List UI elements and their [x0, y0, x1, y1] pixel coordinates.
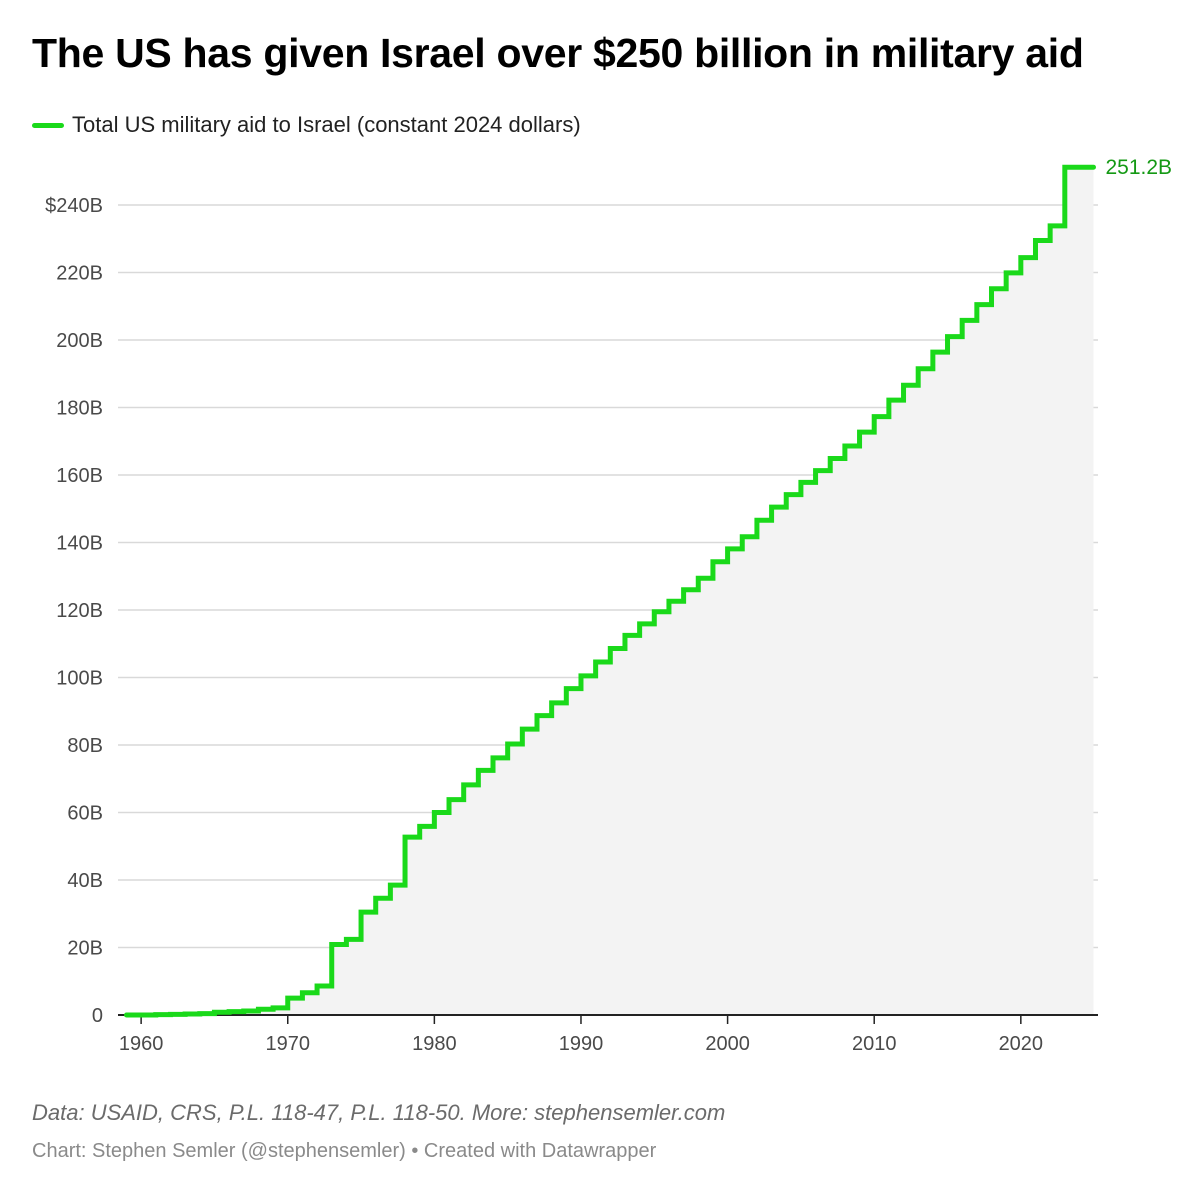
- y-tick-label: 80B: [67, 735, 103, 757]
- y-tick-label: 180B: [56, 398, 103, 420]
- y-tick-label: 0: [92, 1005, 103, 1027]
- y-tick-label: 120B: [56, 600, 103, 622]
- y-tick-label: 160B: [56, 465, 103, 487]
- chart-title: The US has given Israel over $250 billio…: [32, 30, 1084, 76]
- y-tick-label: 220B: [56, 263, 103, 285]
- y-axis-tick-labels: 0 20B 40B 60B 80B 100B 120B 140B 160B 180B 200B 220…: [45, 195, 103, 1027]
- y-tick-label: 100B: [56, 668, 103, 690]
- byline: Chart: Stephen Semler (@stephensemler) •…: [32, 1140, 657, 1162]
- y-tick-label: 200B: [56, 330, 103, 352]
- y-tick-label: 20B: [67, 938, 103, 960]
- end-value-label: 251.2B: [1105, 156, 1172, 179]
- y-tick-label: $240B: [45, 195, 103, 217]
- x-tick-label: 2000: [705, 1033, 750, 1055]
- x-axis-tick-labels: 1960 1970 1980 1990 2000 2010 2020: [119, 1033, 1043, 1055]
- x-tick-label: 1970: [265, 1033, 310, 1055]
- y-tick-label: 60B: [67, 803, 103, 825]
- x-tick-label: 1960: [119, 1033, 164, 1055]
- legend-label: Total US military aid to Israel (constan…: [72, 112, 581, 137]
- y-tick-label: 140B: [56, 533, 103, 555]
- x-tick-label: 2010: [852, 1033, 897, 1055]
- legend-swatch-icon: [32, 122, 64, 128]
- x-tick-label: 1980: [412, 1033, 457, 1055]
- x-tick-label: 1990: [559, 1033, 604, 1055]
- x-axis-ticks: [140, 1015, 1022, 1024]
- legend: Total US military aid to Israel (constan…: [32, 112, 581, 138]
- series-line: [123, 164, 1096, 1018]
- x-tick-label: 2020: [999, 1033, 1044, 1055]
- area-fill: [126, 167, 1094, 1015]
- y-tick-label: 40B: [67, 870, 103, 892]
- source-notes: Data: USAID, CRS, P.L. 118-47, P.L. 118-…: [32, 1100, 726, 1125]
